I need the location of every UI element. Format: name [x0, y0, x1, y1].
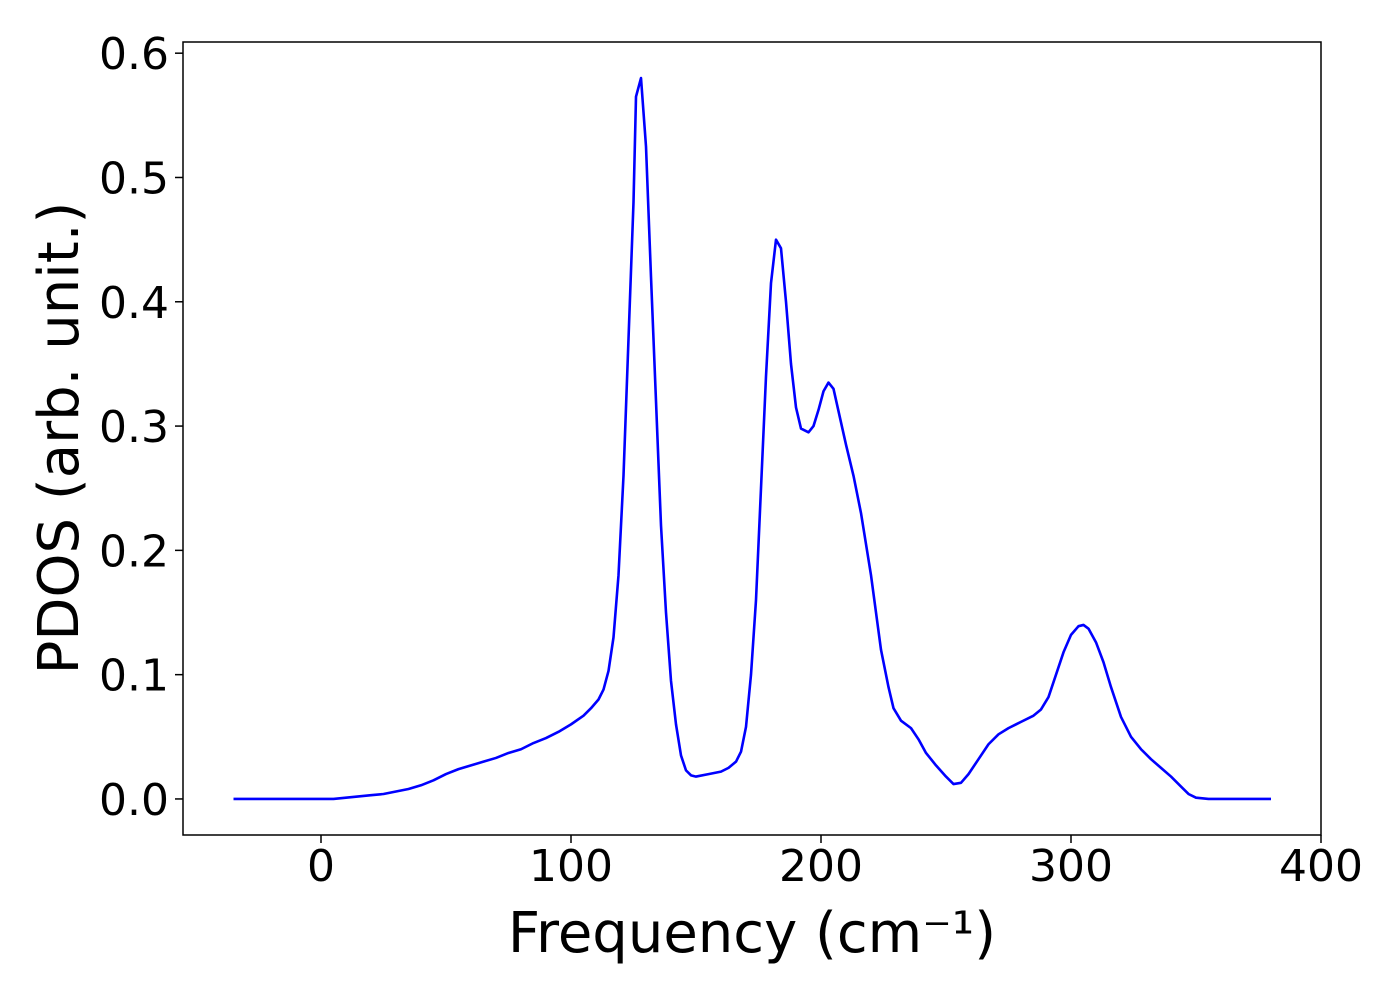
x-axis-label: Frequency (cm⁻¹) — [508, 901, 996, 966]
x-tick-label: 100 — [529, 841, 613, 892]
y-tick-label: 0.3 — [99, 402, 169, 453]
y-axis-label: PDOS (arb. unit.) — [27, 202, 92, 675]
x-tick-label: 0 — [307, 841, 335, 892]
plot-frame — [182, 41, 1322, 836]
y-tick-label: 0.4 — [99, 278, 169, 329]
y-tick-label: 0.1 — [99, 651, 169, 702]
data-line — [233, 76, 1271, 801]
x-tick-label: 200 — [779, 841, 863, 892]
x-tick-label: 400 — [1279, 841, 1363, 892]
y-tick-label: 0.2 — [99, 526, 169, 577]
y-tick-label: 0.6 — [99, 29, 169, 80]
y-tick-label: 0.0 — [99, 775, 169, 826]
y-tick-label: 0.5 — [99, 153, 169, 204]
x-tick-label: 300 — [1029, 841, 1113, 892]
